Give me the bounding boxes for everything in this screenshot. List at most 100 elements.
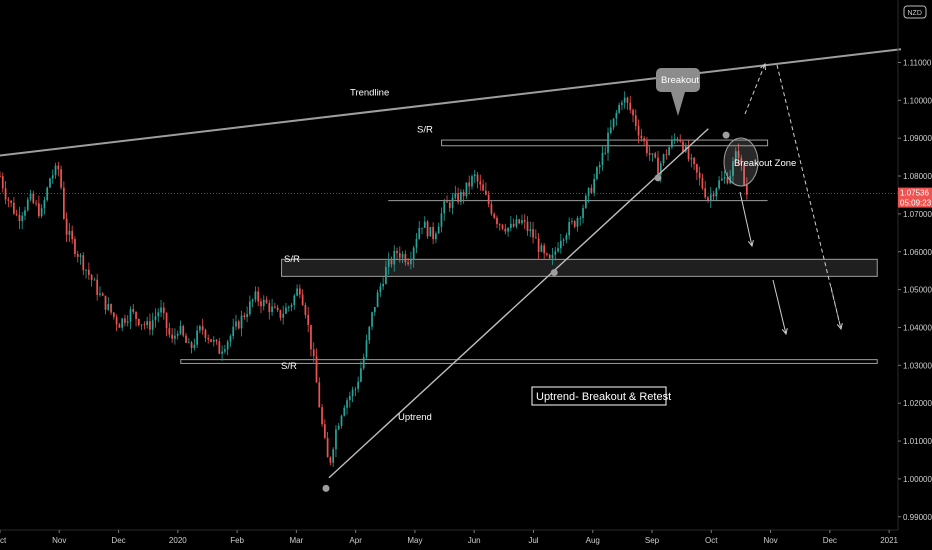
candle-body — [640, 135, 643, 139]
candle-body — [740, 158, 743, 165]
sr-label-bottom[interactable]: S/R — [281, 361, 297, 372]
candle-body — [323, 424, 326, 438]
candle-body — [85, 269, 87, 271]
candle-body — [282, 313, 285, 318]
candle-body — [13, 202, 15, 214]
price-tick-label: 0.99000 — [903, 513, 932, 522]
candle-body — [87, 269, 90, 275]
last-price-box — [898, 187, 932, 208]
price-tick-label: 1.07000 — [903, 210, 932, 219]
candle-body — [565, 235, 568, 240]
candle-body — [162, 307, 165, 313]
time-tick-label: Oct — [0, 536, 7, 545]
candle-body — [701, 177, 704, 189]
candle-body — [712, 194, 715, 197]
candle-body — [18, 214, 21, 222]
uptrend-label[interactable]: Uptrend — [398, 412, 432, 423]
candle-body — [360, 368, 362, 382]
candle-body — [101, 293, 104, 296]
candle-body — [534, 237, 537, 239]
candle-body — [310, 324, 312, 350]
candle-body — [212, 339, 215, 342]
candle-body — [160, 307, 162, 313]
candle-body — [512, 223, 515, 227]
breakout-label: Breakout — [661, 75, 699, 86]
candle-body — [143, 324, 146, 326]
time-tick-label: Nov — [763, 536, 777, 545]
breakout-callout-pointer — [671, 92, 685, 116]
sr-label-upper[interactable]: S/R — [417, 125, 433, 136]
candle-body — [679, 139, 682, 142]
price-tick-label: 1.08000 — [903, 172, 932, 181]
support-resistance-levels — [0, 139, 898, 364]
candle-body — [498, 224, 501, 225]
candle-body — [260, 301, 262, 307]
last-price-tag: 1.07536 05:09:23 — [898, 187, 932, 208]
candle-body — [443, 201, 446, 214]
candle-body — [232, 326, 235, 337]
candle-body — [268, 303, 271, 312]
candle-body — [646, 141, 648, 154]
candle-body — [460, 191, 462, 202]
candle-body — [140, 324, 143, 326]
candle-body — [418, 227, 421, 239]
candle-body — [293, 295, 296, 305]
candle-body — [548, 254, 551, 259]
candle-body — [199, 326, 201, 331]
candle-body — [521, 220, 523, 224]
candle-body — [496, 217, 498, 225]
time-axis[interactable]: Oct Nov Dec 2020 Feb Mar Apr May Jun Jul Aug Sep Oct… — [0, 529, 899, 545]
price-axis[interactable]: 1.11000 1.10000 1.09000 1.08000 1.07000 1.060… — [897, 0, 932, 530]
currency-badge-box — [903, 5, 927, 19]
candle-body — [415, 238, 418, 248]
candle-body — [593, 178, 596, 193]
candle-body — [637, 125, 640, 136]
candle-body — [21, 215, 24, 222]
sr-label-middle[interactable]: S/R — [284, 254, 300, 265]
candle-body — [187, 342, 190, 344]
candle-body — [398, 253, 401, 258]
candle-body — [529, 229, 532, 231]
candle-body — [54, 165, 57, 176]
breakout-zone-label[interactable]: Breakout Zone — [734, 158, 796, 169]
candle-body — [729, 175, 732, 184]
candle-body — [335, 429, 337, 450]
time-tick-label: Jun — [468, 536, 481, 545]
title-box[interactable]: Uptrend- Breakout & Retest — [531, 386, 671, 406]
candle-body — [376, 292, 379, 307]
candle-body — [240, 315, 243, 329]
candle-body — [99, 293, 101, 295]
breakout-callout[interactable]: Breakout — [656, 68, 700, 116]
candle-body — [357, 381, 360, 389]
time-tick-label: Sep — [645, 536, 660, 545]
candle-body — [271, 306, 273, 312]
trendline — [0, 48, 902, 157]
candle-body — [107, 303, 110, 310]
candle-body — [129, 309, 132, 322]
sr-bottom-band — [180, 359, 878, 364]
candle-body — [473, 174, 476, 177]
candle-body — [462, 191, 465, 197]
candle-body — [71, 230, 74, 240]
candle-body — [479, 181, 482, 185]
projection-dashed-down-tip — [830, 286, 842, 330]
candle-body — [587, 187, 590, 196]
time-tick-label: 2020 — [169, 536, 187, 545]
trendline-label[interactable]: Trendline — [350, 88, 389, 99]
candle-body — [276, 307, 279, 311]
candle-body — [168, 328, 171, 335]
candle-body — [385, 266, 387, 284]
currency-badge[interactable]: NZD — [903, 5, 927, 19]
candle-body — [254, 291, 257, 300]
candle-body — [371, 312, 373, 327]
candle-body — [304, 305, 307, 315]
candle-body — [673, 138, 676, 140]
candle-body — [607, 132, 609, 153]
candle-body — [604, 152, 607, 154]
candle-body — [379, 286, 382, 293]
candle-body — [224, 349, 226, 352]
candle-body — [682, 141, 684, 152]
candle-body — [346, 400, 348, 408]
candle-body — [171, 334, 173, 339]
